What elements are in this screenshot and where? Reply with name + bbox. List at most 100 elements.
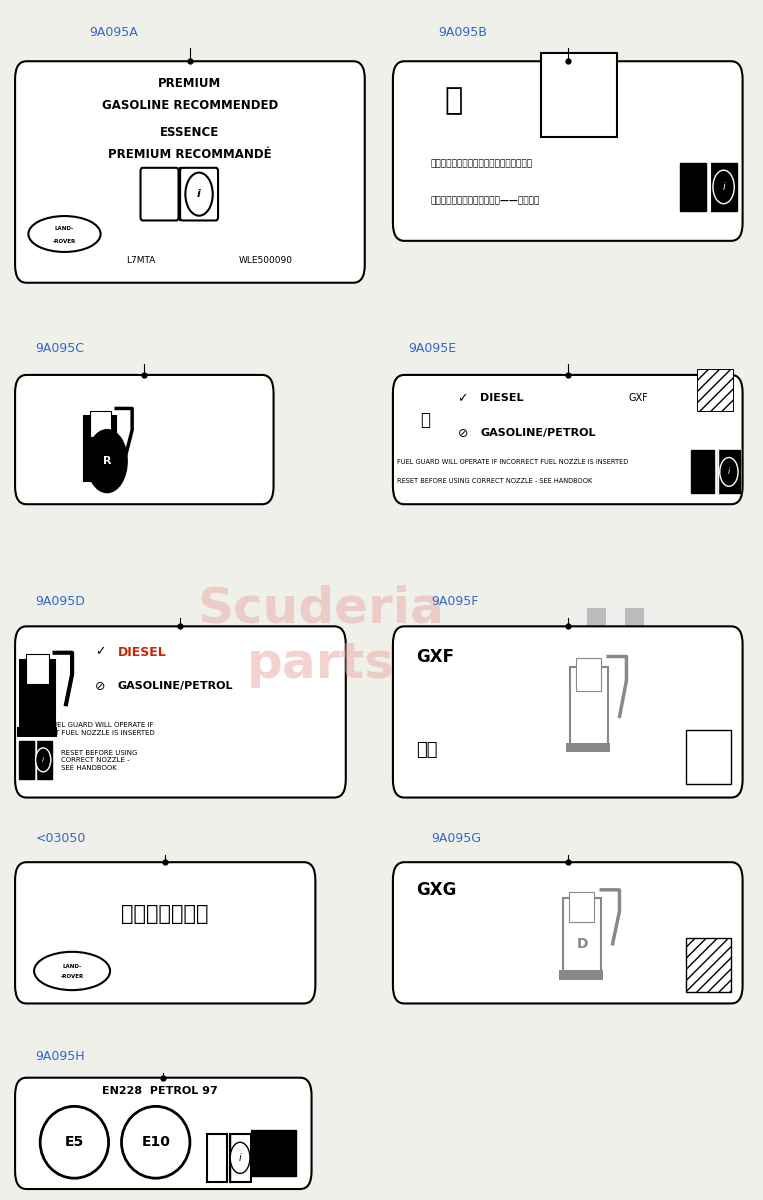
- Bar: [19, 740, 34, 779]
- Bar: [710, 163, 736, 211]
- Bar: [568, 679, 587, 703]
- Bar: [230, 1134, 251, 1182]
- Text: GXF: GXF: [416, 648, 454, 666]
- Bar: [625, 655, 644, 679]
- Circle shape: [230, 1142, 250, 1174]
- FancyBboxPatch shape: [140, 168, 179, 221]
- Text: R: R: [103, 456, 111, 466]
- Bar: [644, 679, 663, 703]
- Text: RESET BEFORE USING CORRECT NOZZLE - SEE HANDBOOK: RESET BEFORE USING CORRECT NOZZLE - SEE …: [397, 478, 592, 484]
- Bar: [89, 410, 111, 437]
- Bar: [568, 607, 587, 631]
- FancyBboxPatch shape: [393, 862, 742, 1003]
- FancyBboxPatch shape: [15, 374, 274, 504]
- Ellipse shape: [121, 1106, 190, 1178]
- Bar: [686, 938, 731, 992]
- Bar: [587, 607, 606, 631]
- Text: ✓: ✓: [95, 646, 105, 659]
- Text: i: i: [723, 182, 725, 192]
- Bar: [606, 607, 625, 631]
- FancyBboxPatch shape: [15, 626, 346, 798]
- Text: ESSENCE: ESSENCE: [160, 126, 220, 139]
- Bar: [251, 1130, 296, 1176]
- Bar: [26, 654, 49, 684]
- Text: WLE500090: WLE500090: [239, 256, 293, 265]
- Bar: [697, 370, 733, 412]
- Text: ⊘: ⊘: [458, 427, 468, 439]
- Text: GASOLINE/PETROL: GASOLINE/PETROL: [481, 428, 596, 438]
- FancyBboxPatch shape: [393, 61, 742, 241]
- FancyBboxPatch shape: [393, 626, 742, 798]
- Bar: [568, 655, 587, 679]
- Bar: [21, 660, 55, 734]
- Text: ⛽: ⛽: [445, 86, 463, 115]
- Text: ⊘: ⊘: [95, 679, 105, 692]
- Bar: [625, 607, 644, 631]
- Circle shape: [720, 457, 738, 486]
- Text: 在使用正确油枪前要重新设置——参考手册: 在使用正确油枪前要重新设置——参考手册: [431, 197, 540, 206]
- FancyBboxPatch shape: [15, 1078, 311, 1189]
- Text: DIESEL: DIESEL: [118, 646, 166, 659]
- Bar: [606, 631, 625, 655]
- Bar: [568, 631, 587, 655]
- Bar: [18, 727, 57, 737]
- Text: DIESEL: DIESEL: [481, 394, 524, 403]
- Bar: [691, 450, 713, 493]
- Text: LAND-: LAND-: [63, 965, 82, 970]
- Text: i: i: [197, 190, 201, 199]
- Text: 9A095F: 9A095F: [431, 595, 478, 608]
- Text: D: D: [577, 937, 588, 950]
- Text: 9A095D: 9A095D: [36, 595, 85, 608]
- Text: PREMIUM RECOMMANDÉ: PREMIUM RECOMMANDÉ: [108, 148, 272, 161]
- Text: 9A095E: 9A095E: [408, 342, 456, 354]
- Text: GASOLINE RECOMMENDED: GASOLINE RECOMMENDED: [101, 100, 278, 112]
- Bar: [644, 631, 663, 655]
- Text: 9A095G: 9A095G: [431, 833, 481, 846]
- Bar: [563, 899, 601, 976]
- FancyBboxPatch shape: [15, 862, 315, 1003]
- Bar: [576, 658, 601, 691]
- Bar: [625, 679, 644, 703]
- Bar: [587, 655, 606, 679]
- Text: <03050: <03050: [36, 833, 86, 846]
- Text: RESET BEFORE USING
CORRECT NOZZLE -
SEE HANDBOOK: RESET BEFORE USING CORRECT NOZZLE - SEE …: [61, 750, 137, 770]
- Bar: [680, 163, 706, 211]
- Bar: [559, 970, 603, 979]
- Text: -ROVER: -ROVER: [60, 974, 84, 979]
- Bar: [587, 631, 606, 655]
- Bar: [570, 667, 608, 749]
- Ellipse shape: [40, 1106, 108, 1178]
- Ellipse shape: [34, 952, 110, 990]
- Bar: [686, 730, 731, 784]
- Text: GASOLINE/PETROL: GASOLINE/PETROL: [118, 682, 233, 691]
- Bar: [37, 740, 52, 779]
- Text: 輕油: 輕油: [416, 740, 437, 758]
- Text: GXG: GXG: [416, 882, 456, 900]
- Circle shape: [185, 173, 213, 216]
- Text: PREMIUM: PREMIUM: [158, 77, 221, 90]
- Bar: [644, 607, 663, 631]
- Text: LAND-: LAND-: [55, 226, 74, 230]
- Text: 無鉛プレミアム: 無鉛プレミアム: [121, 905, 209, 924]
- Text: Scuderia
parts: Scuderia parts: [198, 584, 444, 688]
- Bar: [625, 631, 644, 655]
- FancyBboxPatch shape: [15, 61, 365, 283]
- Text: 9A095C: 9A095C: [36, 342, 85, 354]
- Text: 9A095A: 9A095A: [89, 25, 137, 38]
- Circle shape: [713, 170, 734, 204]
- Bar: [207, 1134, 227, 1182]
- Bar: [606, 679, 625, 703]
- Circle shape: [36, 748, 51, 772]
- Text: PETROL FUEL GUARD WILL OPERATE IF
INCORRECT FUEL NOZZLE IS INSERTED: PETROL FUEL GUARD WILL OPERATE IF INCORR…: [19, 722, 155, 736]
- Text: E5: E5: [65, 1135, 84, 1150]
- FancyBboxPatch shape: [393, 374, 742, 504]
- Bar: [569, 893, 594, 922]
- FancyBboxPatch shape: [180, 168, 218, 221]
- Text: 如插入不正确的油枪燃油保护装置将会启动: 如插入不正确的油枪燃油保护装置将会启动: [431, 160, 533, 168]
- Text: i: i: [239, 1153, 241, 1163]
- Bar: [606, 655, 625, 679]
- Text: i: i: [42, 757, 44, 763]
- Text: FUEL GUARD WILL OPERATE IF INCORRECT FUEL NOZZLE IS INSERTED: FUEL GUARD WILL OPERATE IF INCORRECT FUE…: [397, 458, 628, 464]
- Text: EN228  PETROL 97: EN228 PETROL 97: [102, 1086, 218, 1096]
- Bar: [717, 450, 740, 493]
